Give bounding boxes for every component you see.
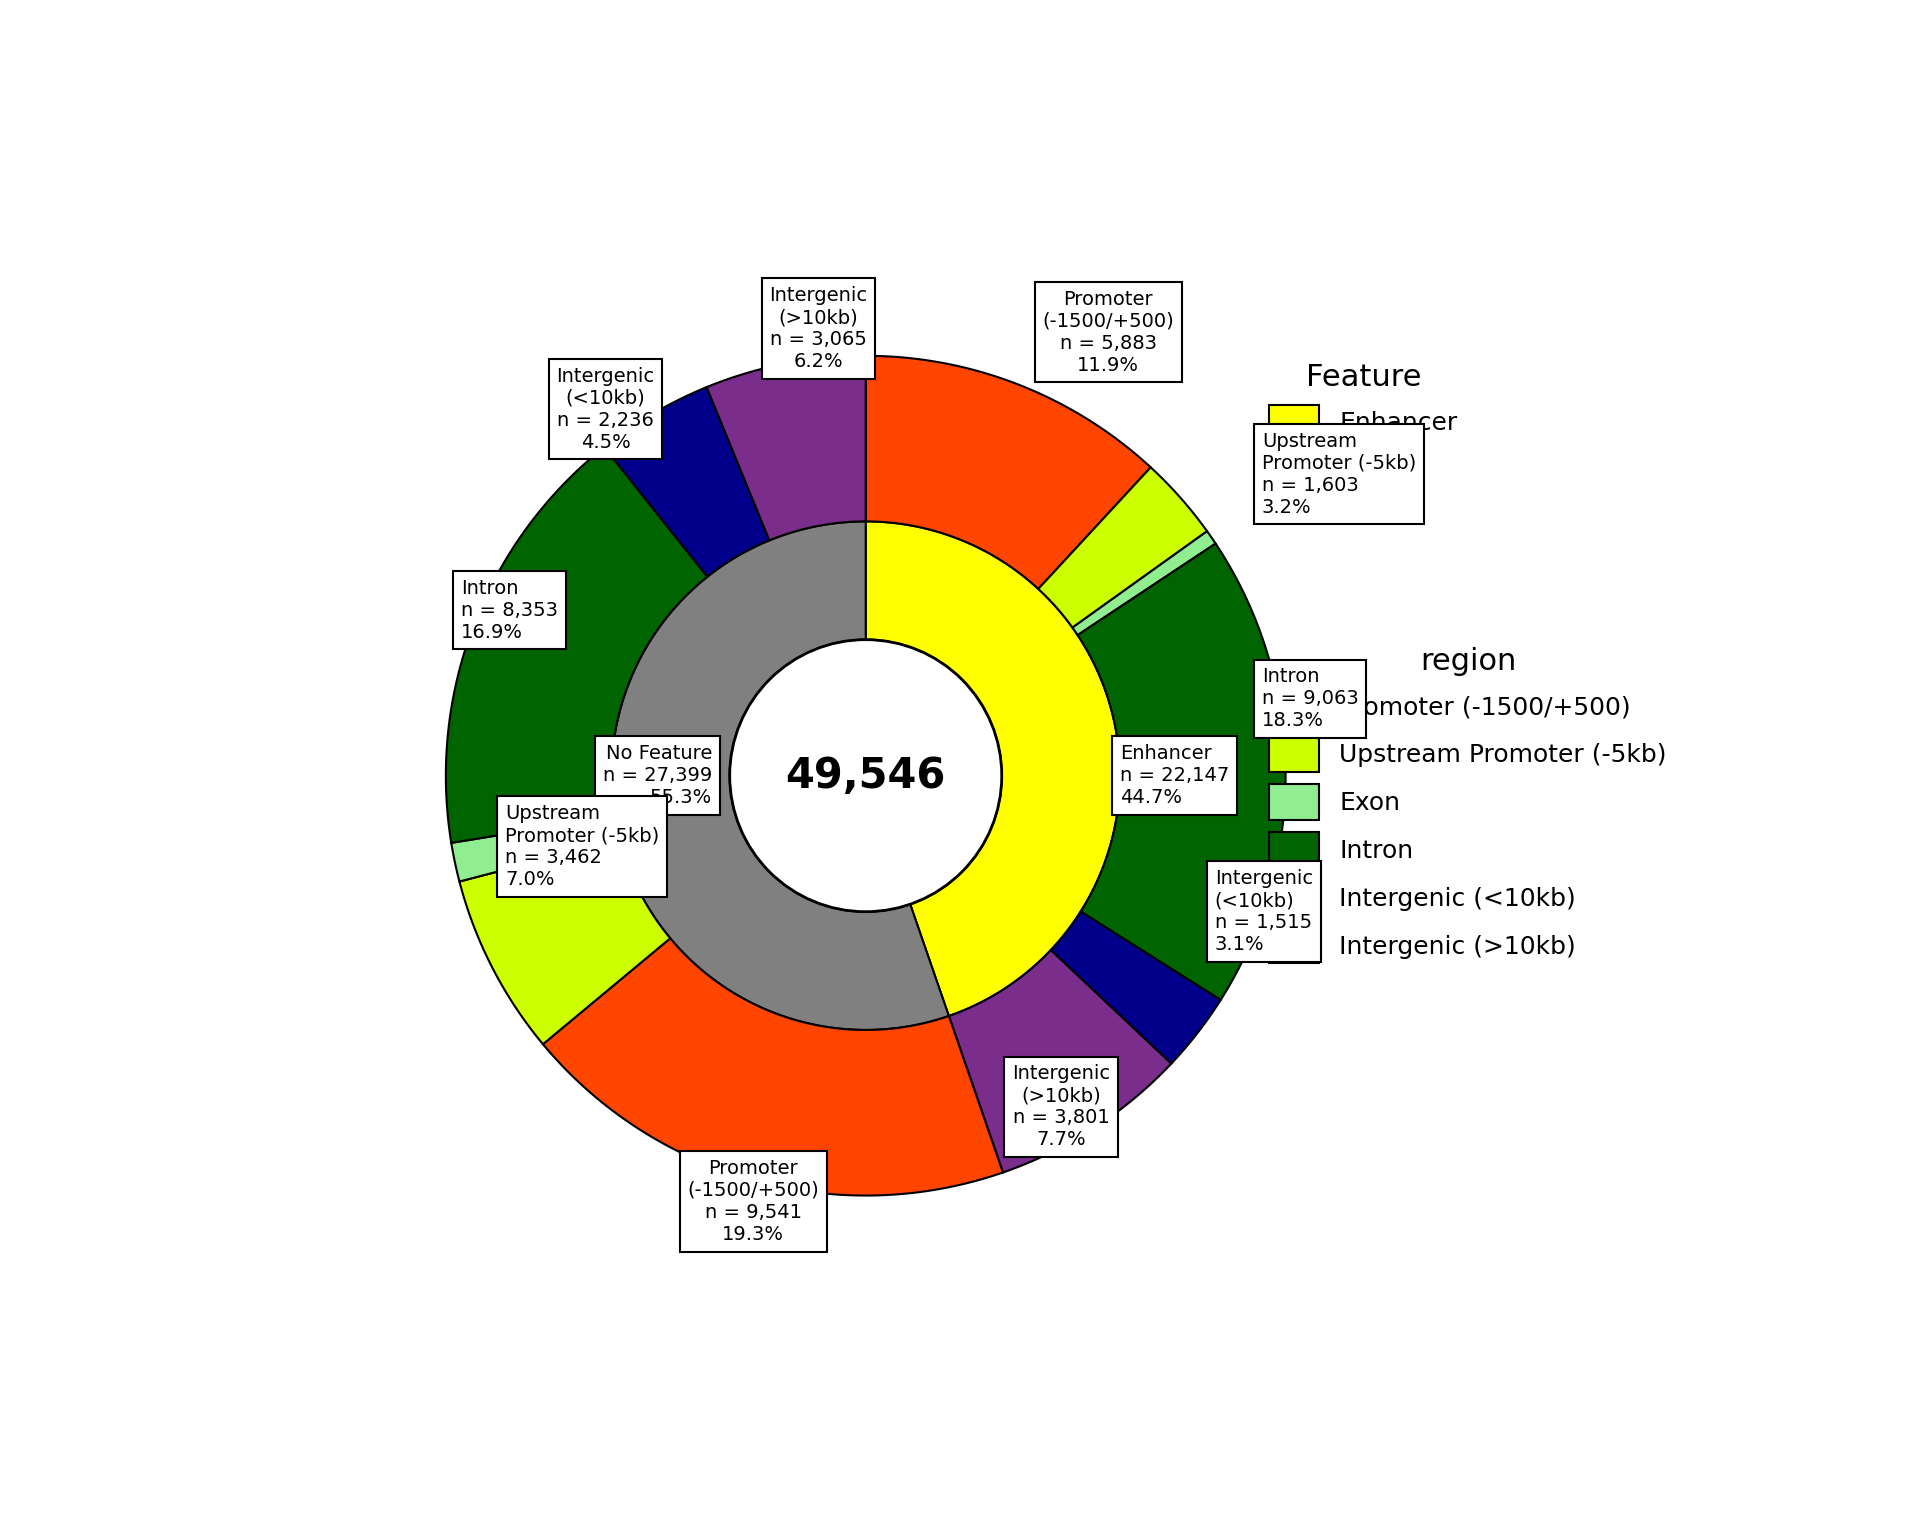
Polygon shape <box>866 356 1150 588</box>
Text: Intron
n = 8,353
16.9%: Intron n = 8,353 16.9% <box>461 579 559 642</box>
Text: Intergenic
(<10kb)
n = 2,236
4.5%: Intergenic (<10kb) n = 2,236 4.5% <box>557 367 655 452</box>
Text: Upstream
Promoter (-5kb)
n = 1,603
3.2%: Upstream Promoter (-5kb) n = 1,603 3.2% <box>1261 432 1417 516</box>
Polygon shape <box>1073 531 1215 634</box>
Text: Promoter
(-1500/+500)
n = 5,883
11.9%: Promoter (-1500/+500) n = 5,883 11.9% <box>1043 290 1173 375</box>
Text: Enhancer
n = 22,147
44.7%: Enhancer n = 22,147 44.7% <box>1119 743 1229 808</box>
Text: 49,546: 49,546 <box>785 754 947 797</box>
Text: Intron
n = 9,063
18.3%: Intron n = 9,063 18.3% <box>1261 667 1359 730</box>
Legend: Promoter (-1500/+500), Upstream Promoter (-5kb), Exon, Intron, Intergenic (<10kb: Promoter (-1500/+500), Upstream Promoter… <box>1258 634 1680 975</box>
Text: No Feature
n = 27,399
55.3%: No Feature n = 27,399 55.3% <box>603 743 712 808</box>
Text: Promoter
(-1500/+500)
n = 9,541
19.3%: Promoter (-1500/+500) n = 9,541 19.3% <box>687 1160 820 1244</box>
Polygon shape <box>605 387 770 576</box>
Text: Upstream
Promoter (-5kb)
n = 3,462
7.0%: Upstream Promoter (-5kb) n = 3,462 7.0% <box>505 805 659 889</box>
Text: Intergenic
(<10kb)
n = 1,515
3.1%: Intergenic (<10kb) n = 1,515 3.1% <box>1215 869 1313 954</box>
Text: Intergenic
(>10kb)
n = 3,065
6.2%: Intergenic (>10kb) n = 3,065 6.2% <box>770 286 868 372</box>
Polygon shape <box>445 447 707 843</box>
Polygon shape <box>707 356 866 541</box>
Polygon shape <box>543 938 1002 1195</box>
Polygon shape <box>1050 911 1221 1063</box>
Polygon shape <box>451 816 620 882</box>
Polygon shape <box>1077 544 1286 1000</box>
Polygon shape <box>866 521 1119 1015</box>
Polygon shape <box>611 521 948 1031</box>
Circle shape <box>730 639 1002 912</box>
Text: Intergenic
(>10kb)
n = 3,801
7.7%: Intergenic (>10kb) n = 3,801 7.7% <box>1012 1064 1110 1149</box>
Polygon shape <box>948 951 1171 1172</box>
Polygon shape <box>1039 467 1208 628</box>
Polygon shape <box>459 840 670 1044</box>
